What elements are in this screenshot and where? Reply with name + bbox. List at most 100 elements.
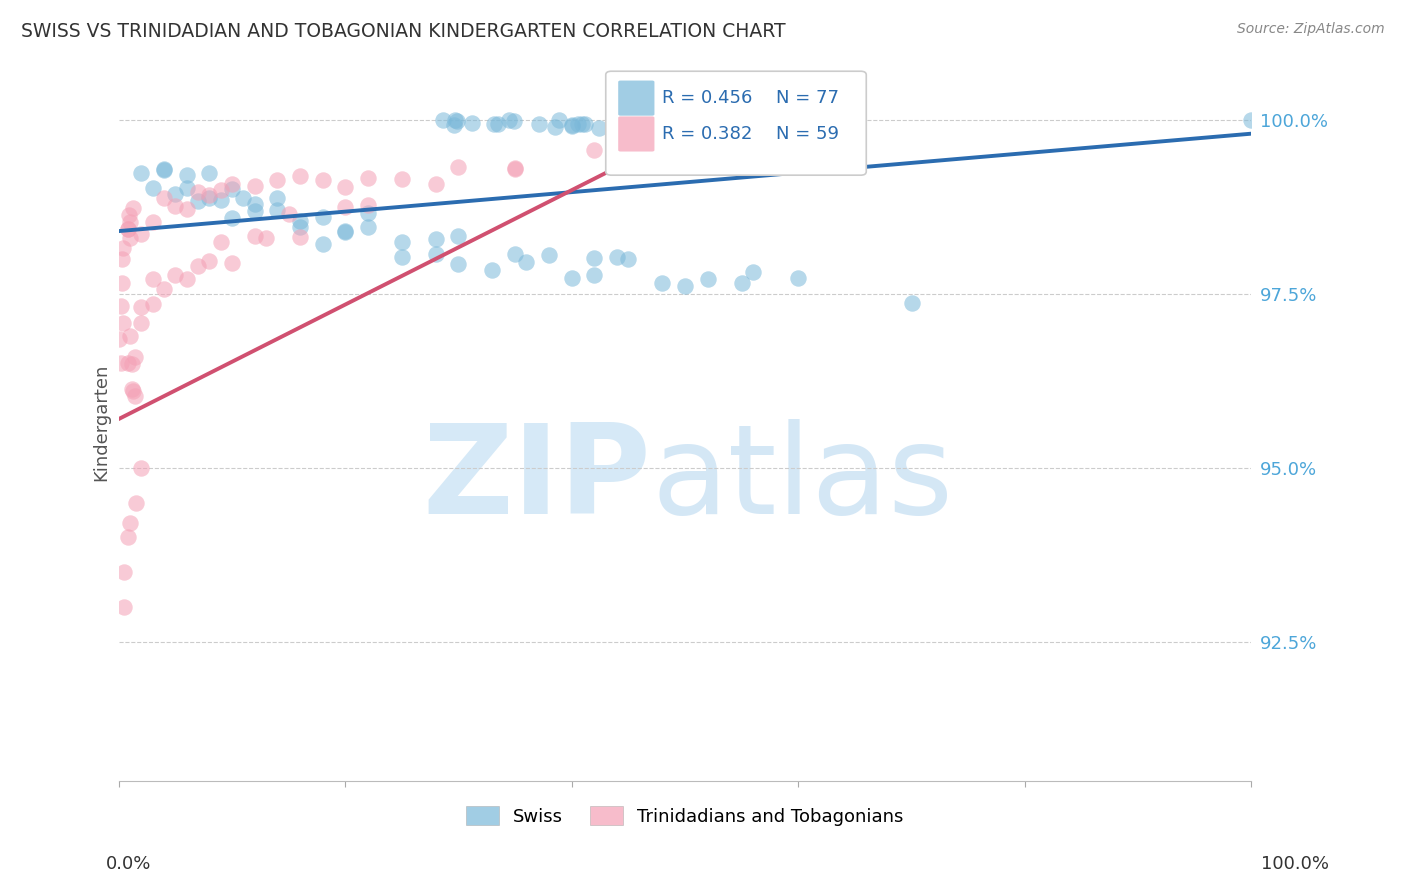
Point [900, 296, 922, 310]
Point [678, 118, 700, 132]
Point [357, 197, 380, 211]
Point [357, 219, 380, 234]
Point [1240, 112, 1263, 127]
Point [243, 229, 266, 244]
Point [425, 178, 447, 192]
Point [621, 116, 644, 130]
Point [443, 118, 465, 132]
Point [243, 197, 266, 211]
Point [221, 255, 243, 269]
Point [266, 191, 288, 205]
Point [112, 565, 135, 579]
Point [311, 211, 333, 225]
Point [583, 252, 606, 266]
Point [583, 268, 606, 282]
Point [335, 224, 357, 238]
Point [266, 203, 288, 218]
Point [628, 123, 651, 137]
Point [121, 382, 143, 396]
Point [117, 222, 139, 236]
Point [118, 214, 141, 228]
Point [311, 173, 333, 187]
Point [461, 116, 484, 130]
Point [561, 271, 583, 285]
Point [447, 228, 470, 243]
Point [672, 118, 695, 132]
Point [787, 271, 810, 285]
Text: Source: ZipAtlas.com: Source: ZipAtlas.com [1237, 22, 1385, 37]
Point [187, 259, 209, 273]
Point [391, 250, 413, 264]
Point [447, 160, 470, 174]
Point [588, 120, 610, 135]
Point [515, 255, 537, 269]
Point [110, 356, 132, 370]
Point [117, 222, 139, 236]
Point [609, 115, 631, 129]
Point [243, 204, 266, 219]
Point [391, 172, 413, 186]
Point [142, 297, 165, 311]
Point [124, 495, 146, 509]
Point [221, 211, 243, 226]
Text: 0.0%: 0.0% [105, 855, 150, 872]
Point [529, 117, 551, 131]
Text: atlas: atlas [651, 419, 953, 541]
Point [118, 208, 141, 222]
Point [432, 112, 454, 127]
Point [209, 235, 232, 250]
Point [153, 191, 176, 205]
Point [357, 170, 380, 185]
Point [617, 252, 640, 267]
Point [124, 350, 146, 364]
Point [131, 166, 153, 180]
Point [567, 117, 589, 131]
Text: R = 0.382: R = 0.382 [662, 125, 752, 143]
Point [153, 162, 176, 177]
FancyBboxPatch shape [606, 71, 866, 175]
Point [503, 114, 526, 128]
Point [266, 173, 288, 187]
Point [117, 530, 139, 544]
Point [311, 237, 333, 252]
Point [142, 272, 165, 286]
Point [731, 276, 754, 290]
Point [131, 316, 153, 330]
Point [571, 116, 593, 130]
Point [637, 117, 659, 131]
Point [198, 254, 221, 268]
Point [503, 247, 526, 261]
Point [121, 202, 143, 216]
Point [243, 178, 266, 193]
Point [131, 300, 153, 314]
Point [425, 232, 447, 246]
Point [221, 177, 243, 191]
Y-axis label: Kindergarten: Kindergarten [93, 364, 110, 481]
Point [209, 183, 232, 197]
Point [561, 118, 583, 132]
FancyBboxPatch shape [619, 80, 654, 116]
Point [583, 143, 606, 157]
Point [643, 120, 665, 134]
Point [498, 112, 520, 127]
Point [111, 241, 134, 255]
Point [544, 120, 567, 135]
Point [124, 389, 146, 403]
Point [131, 227, 153, 241]
Point [447, 257, 470, 271]
Text: N = 59: N = 59 [776, 125, 838, 143]
Point [288, 229, 311, 244]
Point [118, 516, 141, 531]
Text: ZIP: ZIP [422, 419, 651, 541]
Point [111, 252, 134, 267]
Point [288, 219, 311, 234]
Point [176, 271, 198, 285]
Point [112, 316, 135, 330]
Point [683, 112, 706, 127]
Point [187, 194, 209, 208]
Point [481, 263, 503, 277]
Point [110, 277, 132, 291]
Point [153, 282, 176, 296]
Point [165, 186, 187, 201]
Point [112, 599, 135, 614]
